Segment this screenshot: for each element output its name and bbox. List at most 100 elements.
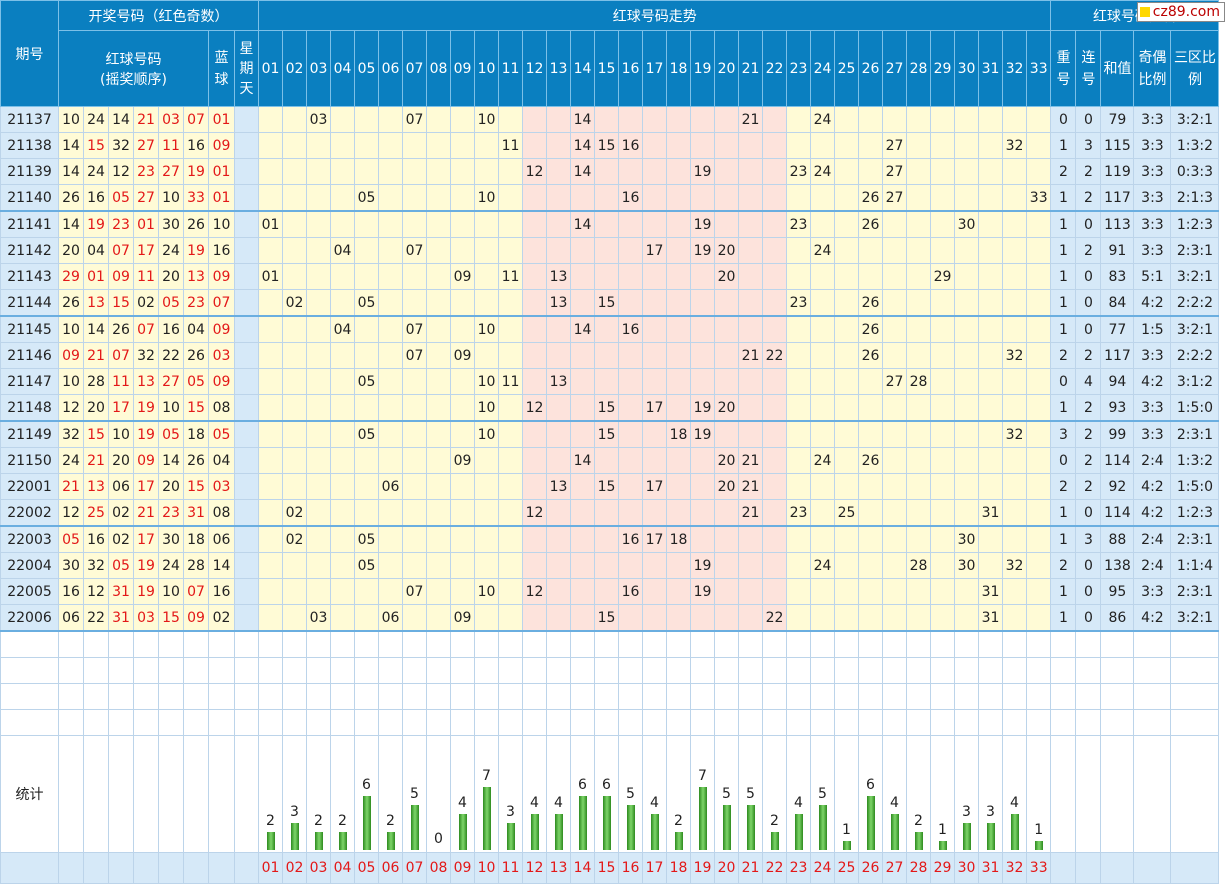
trend-col-header[interactable]: 16 [618, 30, 643, 107]
footer-number[interactable]: 23 [786, 852, 811, 884]
blank-cell [954, 657, 979, 684]
footer-number[interactable]: 18 [666, 852, 691, 884]
footer-number[interactable]: 30 [954, 852, 979, 884]
footer-number[interactable]: 17 [642, 852, 667, 884]
footer-number[interactable]: 10 [474, 852, 499, 884]
trend-col-header[interactable]: 13 [546, 30, 571, 107]
footer-number[interactable]: 19 [690, 852, 715, 884]
trend-cell [810, 499, 835, 527]
trend-cell [402, 394, 427, 422]
red-ball-cell: 27 [158, 158, 184, 185]
trend-col-header[interactable]: 08 [426, 30, 451, 107]
trend-cell [258, 237, 283, 264]
footer-number[interactable]: 28 [906, 852, 931, 884]
site-logo[interactable]: cz89.com [1136, 2, 1225, 22]
footer-number[interactable]: 21 [738, 852, 763, 884]
trend-cell [522, 237, 547, 264]
footer-number[interactable]: 20 [714, 852, 739, 884]
footer-number[interactable]: 14 [570, 852, 595, 884]
trend-cell: 14 [570, 447, 595, 474]
trend-col-header[interactable]: 12 [522, 30, 547, 107]
footer-number[interactable]: 16 [618, 852, 643, 884]
red-ball-cell: 02 [133, 289, 159, 317]
stats-empty-cell [1100, 735, 1135, 853]
footer-number[interactable]: 07 [402, 852, 427, 884]
trend-col-header[interactable]: 22 [762, 30, 787, 107]
footer-number[interactable]: 13 [546, 852, 571, 884]
footer-number[interactable]: 11 [498, 852, 523, 884]
footer-number[interactable]: 29 [930, 852, 955, 884]
footer-number[interactable]: 31 [978, 852, 1003, 884]
trend-col-header[interactable]: 20 [714, 30, 739, 107]
footer-number[interactable]: 33 [1025, 852, 1052, 884]
trend-col-header[interactable]: 32 [1002, 30, 1027, 107]
trend-col-header[interactable]: 33 [1025, 30, 1052, 107]
trend-col-header[interactable]: 18 [666, 30, 691, 107]
footer-number[interactable]: 25 [834, 852, 859, 884]
footer-number[interactable]: 05 [354, 852, 379, 884]
analysis-sum-cell: 115 [1100, 132, 1135, 159]
trend-col-header[interactable]: 23 [786, 30, 811, 107]
trend-col-header[interactable]: 30 [954, 30, 979, 107]
footer-number[interactable]: 32 [1002, 852, 1027, 884]
blue-ball-cell: 09 [208, 263, 235, 290]
trend-col-header[interactable]: 31 [978, 30, 1003, 107]
trend-cell [426, 420, 451, 448]
footer-number[interactable]: 08 [426, 852, 451, 884]
trend-col-header[interactable]: 27 [882, 30, 907, 107]
analysis-oe-cell: 3:3 [1133, 158, 1172, 185]
trend-col-header[interactable]: 25 [834, 30, 859, 107]
footer-number[interactable]: 03 [306, 852, 331, 884]
trend-cell: 20 [714, 447, 739, 474]
trend-col-header[interactable]: 15 [594, 30, 619, 107]
footer-number[interactable]: 26 [858, 852, 883, 884]
trend-col-header[interactable]: 28 [906, 30, 931, 107]
trend-col-header[interactable]: 21 [738, 30, 763, 107]
trend-col-header[interactable]: 14 [570, 30, 595, 107]
trend-col-header[interactable]: 09 [450, 30, 475, 107]
trend-cell [306, 184, 331, 212]
trend-col-header[interactable]: 01 [258, 30, 283, 107]
trend-col-header[interactable]: 03 [306, 30, 331, 107]
footer-number[interactable]: 02 [282, 852, 307, 884]
trend-cell: 21 [738, 106, 763, 133]
trend-col-header[interactable]: 10 [474, 30, 499, 107]
trend-cell [930, 106, 955, 133]
footer-number[interactable]: 12 [522, 852, 547, 884]
trend-col-header[interactable]: 02 [282, 30, 307, 107]
footer-number[interactable]: 01 [258, 852, 283, 884]
red-ball-cell: 13 [83, 289, 109, 317]
footer-number[interactable]: 24 [810, 852, 835, 884]
trend-col-header[interactable]: 19 [690, 30, 715, 107]
trend-col-header[interactable]: 07 [402, 30, 427, 107]
analysis-rep-cell: 1 [1050, 263, 1077, 290]
trend-cell [522, 184, 547, 212]
bar-wrap: 5 [404, 738, 426, 852]
trend-col-header[interactable]: 26 [858, 30, 883, 107]
trend-col-header[interactable]: 17 [642, 30, 667, 107]
trend-cell [858, 525, 883, 553]
trend-col-header[interactable]: 04 [330, 30, 355, 107]
trend-col-header[interactable]: 29 [930, 30, 955, 107]
stats-empty-cell [234, 735, 259, 853]
trend-col-header[interactable]: 11 [498, 30, 523, 107]
trend-cell: 07 [402, 315, 427, 343]
trend-cell [426, 525, 451, 553]
footer-number[interactable]: 15 [594, 852, 619, 884]
trend-col-header[interactable]: 05 [354, 30, 379, 107]
footer-number[interactable]: 27 [882, 852, 907, 884]
footer-number[interactable]: 06 [378, 852, 403, 884]
blank-cell [1133, 657, 1172, 684]
footer-number[interactable]: 22 [762, 852, 787, 884]
trend-cell [762, 184, 787, 212]
bar-wrap: 4 [548, 738, 570, 852]
trend-col-header[interactable]: 06 [378, 30, 403, 107]
trend-cell [642, 106, 667, 133]
footer-number[interactable]: 09 [450, 852, 475, 884]
trend-col-header[interactable]: 24 [810, 30, 835, 107]
stat-bar [866, 796, 875, 850]
footer-number[interactable]: 04 [330, 852, 355, 884]
trend-cell [426, 210, 451, 238]
bar-wrap: 6 [572, 738, 594, 852]
trend-cell [474, 499, 499, 527]
